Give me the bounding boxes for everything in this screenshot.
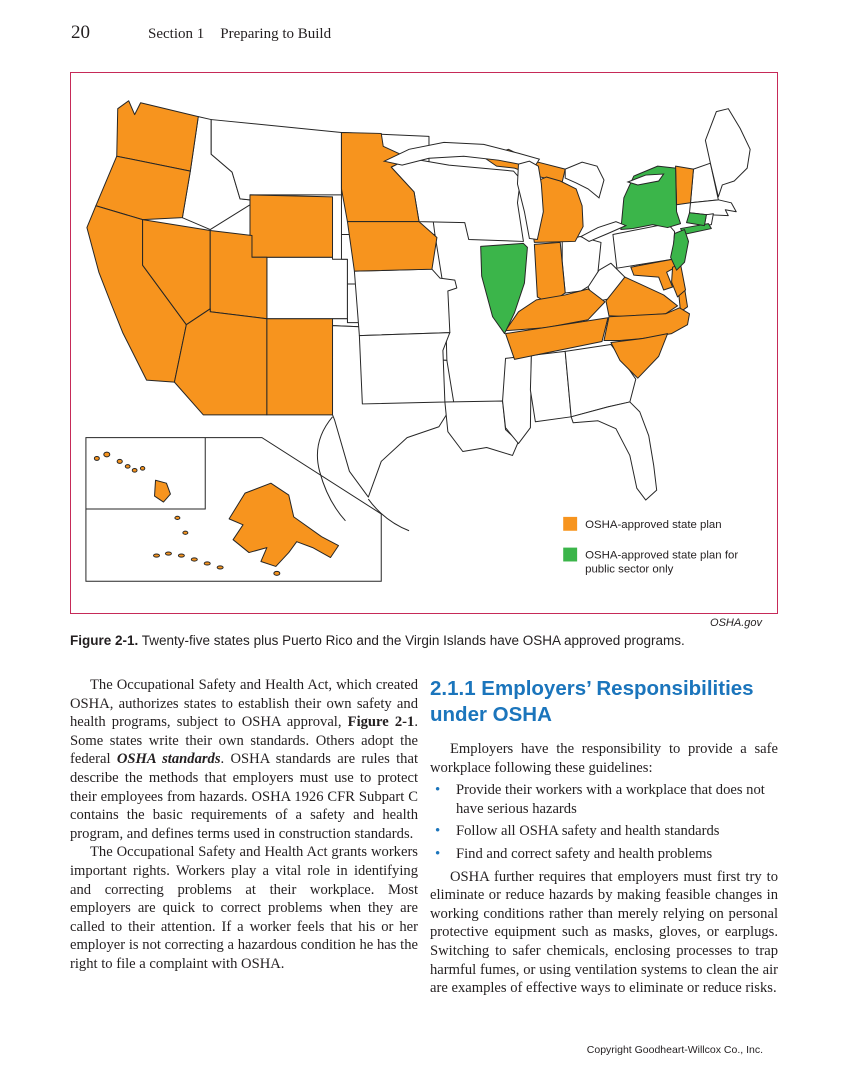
list-item: Provide their workers with a workplace t… xyxy=(430,781,778,818)
state-oregon xyxy=(95,155,191,221)
state-arkansas xyxy=(358,332,451,405)
hawaii-big-island xyxy=(154,479,171,503)
guidelines-list: Provide their workers with a workplace t… xyxy=(430,781,778,863)
map-legend: OSHA-approved state plan OSHA-approved s… xyxy=(563,516,738,575)
figure-credit: OSHA.gov xyxy=(710,617,762,629)
lake-ontario xyxy=(626,173,665,186)
figure-caption: Figure 2-1. Twenty-five states plus Puer… xyxy=(70,633,778,648)
state-new-mexico xyxy=(266,318,334,416)
legend-label-approved: OSHA-approved state plan xyxy=(585,519,722,531)
lake-superior xyxy=(382,141,541,168)
paragraph-worker-rights: The Occupational Safety and Health Act g… xyxy=(70,844,418,972)
figure-caption-label: Figure 2-1. xyxy=(70,633,139,648)
figure-reference: Figure 2-1 xyxy=(347,714,415,731)
section-heading-2-1-1: 2.1.1 Employers’ Responsibilities under … xyxy=(430,677,754,726)
section-title: Preparing to Build xyxy=(220,26,332,42)
left-column: The Occupational Safety and Health Act, … xyxy=(70,676,418,974)
state-iowa xyxy=(346,221,438,272)
state-south-carolina xyxy=(610,333,669,379)
paragraph-hazard-reduction: OSHA further requires that employers mus… xyxy=(430,868,778,997)
state-kentucky xyxy=(505,288,606,332)
list-item: Find and correct safety and health probl… xyxy=(430,845,778,864)
state-delmarva xyxy=(671,263,687,298)
paragraph-employer-intro: Employers have the responsibility to pro… xyxy=(430,741,778,776)
gulf-coastline xyxy=(367,498,410,532)
paragraph-osh-act-states: The Occupational Safety and Health Act, … xyxy=(70,676,418,843)
aleutian-islands xyxy=(153,515,281,576)
state-connecticut xyxy=(686,212,707,227)
hawaii-box xyxy=(85,437,206,510)
state-missouri xyxy=(353,268,458,337)
state-new-jersey xyxy=(670,229,689,271)
inset-alaska-hawaii xyxy=(85,437,382,582)
page-number: 20 xyxy=(71,22,90,43)
p1-text: . OSHA standards are rules that describe… xyxy=(70,751,418,842)
state-colorado xyxy=(266,256,348,320)
state-vermont xyxy=(675,165,694,206)
legend-label-public-sector-line2: public sector only xyxy=(585,563,674,575)
figure-2-1-map: OSHA-approved state plan OSHA-approved s… xyxy=(70,72,778,614)
list-item: Follow all OSHA safety and health standa… xyxy=(430,822,778,841)
mexico-coastline xyxy=(316,416,346,522)
running-header: Section 1 Preparing to Build xyxy=(148,26,331,43)
us-osha-map: OSHA-approved state plan OSHA-approved s… xyxy=(85,100,751,582)
legend-swatch-approved xyxy=(563,516,578,531)
legend-label-public-sector-line1: OSHA-approved state plan for xyxy=(585,550,738,562)
lake-erie xyxy=(580,221,628,242)
state-maine xyxy=(704,108,751,198)
state-alaska xyxy=(228,482,339,567)
state-florida xyxy=(570,401,658,501)
right-column: 2.1.1 Employers’ Responsibilities under … xyxy=(430,676,778,998)
state-tennessee xyxy=(505,317,609,360)
copyright-notice: Copyright Goodheart-Willcox Co., Inc. xyxy=(586,1044,763,1056)
p1-text: The Occupational Safety and Health Act, … xyxy=(70,677,418,731)
inset-outline xyxy=(85,437,382,582)
state-arizona xyxy=(173,308,268,416)
state-north-carolina xyxy=(603,307,690,342)
state-illinois xyxy=(480,242,528,335)
state-alabama xyxy=(529,350,572,423)
lake-huron xyxy=(564,161,605,199)
state-wyoming xyxy=(249,194,334,258)
legend-swatch-public-sector xyxy=(563,547,578,562)
state-indiana xyxy=(533,241,566,305)
hawaii-islands xyxy=(93,451,171,503)
figure-caption-text: Twenty-five states plus Puerto Rico and … xyxy=(138,633,685,648)
section-label: Section 1 xyxy=(148,26,205,42)
key-term-osha-standards: OSHA standards xyxy=(116,751,221,768)
p1-text: . Some states write their own standards.… xyxy=(70,714,418,768)
lake-michigan xyxy=(516,160,544,241)
